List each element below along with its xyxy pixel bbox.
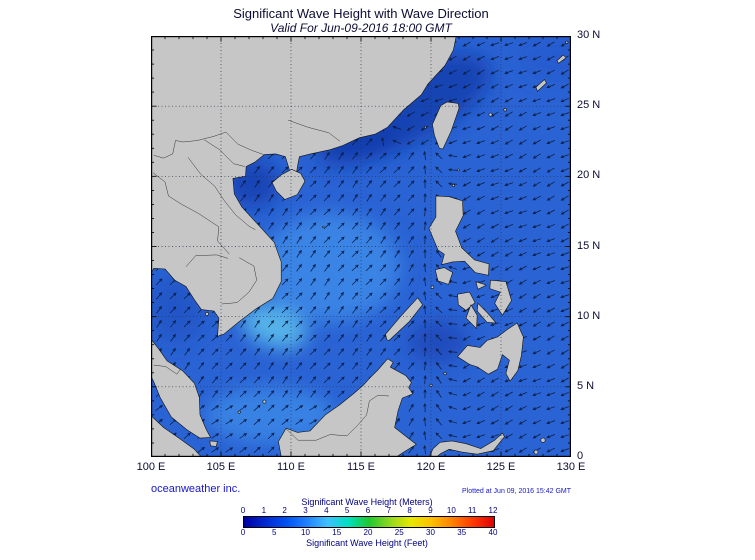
land [151, 36, 569, 457]
meters-tick: 12 [488, 506, 498, 515]
meters-tick: 6 [365, 506, 371, 515]
legend-meters-ticks: 0 1 2 3 4 5 6 7 8 9 10 11 12 [240, 506, 498, 515]
meters-tick: 9 [428, 506, 433, 515]
lat-tick-label: 15 N [577, 240, 601, 252]
plot-title: Significant Wave Height with Wave Direct… [233, 6, 489, 21]
longitude-axis: 100 E 105 E 110 E 115 E 120 E 125 E 130 … [137, 461, 586, 475]
meters-tick: 0 [240, 506, 246, 515]
meters-tick: 11 [468, 506, 477, 515]
lon-tick-label: 125 E [486, 461, 516, 473]
lat-tick-label: 20 N [577, 169, 601, 181]
lon-tick-label: 130 E [556, 461, 586, 473]
meters-tick: 4 [324, 506, 329, 515]
legend-colorbar [243, 516, 495, 528]
plot-subtitle: Valid For Jun-09-2016 18:00 GMT [270, 21, 452, 35]
meters-tick: 2 [282, 506, 287, 515]
feet-tick: 20 [363, 528, 373, 537]
lat-tick-label: 5 N [577, 380, 595, 392]
meters-tick: 3 [303, 506, 308, 515]
meters-tick: 7 [386, 506, 392, 515]
graticule [151, 36, 571, 457]
legend-feet-ticks: 0 5 10 15 20 25 30 35 40 [240, 528, 498, 537]
country-borders [152, 119, 390, 441]
lat-tick-label: 0 [577, 450, 584, 462]
feet-tick: 15 [332, 528, 342, 537]
map-frame [151, 36, 571, 457]
legend-meters-label: Significant Wave Height (Meters) [301, 497, 433, 507]
lat-tick-label: 10 N [577, 310, 601, 322]
feet-tick: 0 [240, 528, 246, 537]
latitude-axis: 30 N 25 N 20 N 15 N 10 N 5 N 0 [577, 29, 627, 462]
feet-tick: 40 [488, 528, 498, 537]
plotted-timestamp: Plotted at Jun 09, 2016 15:42 GMT [462, 488, 571, 495]
lon-tick-label: 105 E [206, 461, 236, 473]
feet-tick: 10 [301, 528, 310, 537]
lon-tick-label: 100 E [136, 461, 166, 473]
lon-tick-label: 115 E [347, 461, 375, 473]
lat-tick-label: 25 N [577, 99, 601, 111]
oceanweather-credit: oceanweather inc. [151, 483, 241, 495]
feet-tick: 5 [272, 528, 277, 537]
lon-tick-label: 110 E [277, 461, 305, 473]
meters-tick: 5 [344, 506, 350, 515]
lat-tick-label: 30 N [577, 29, 601, 41]
feet-tick: 25 [394, 528, 404, 537]
feet-tick: 30 [426, 528, 435, 537]
feet-tick: 35 [457, 528, 467, 537]
lon-tick-label: 120 E [416, 461, 446, 473]
legend-feet-label: Significant Wave Height (Feet) [306, 538, 428, 548]
meters-tick: 10 [446, 506, 456, 515]
meters-tick: 8 [407, 506, 412, 515]
meters-tick: 1 [261, 506, 267, 515]
wave-map [151, 36, 571, 457]
